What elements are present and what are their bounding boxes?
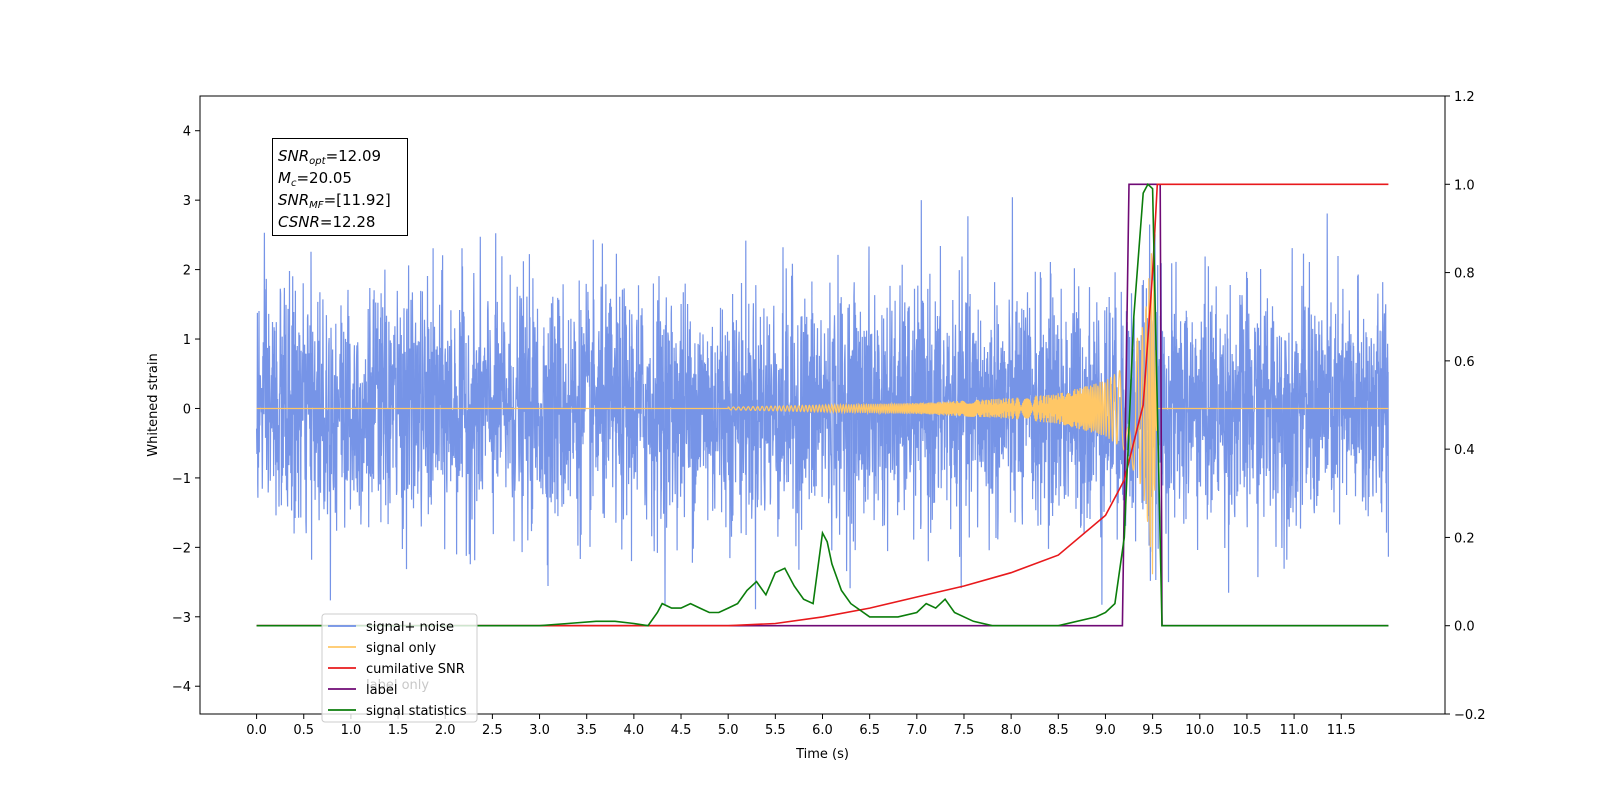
y-tick-label: −3 bbox=[172, 611, 191, 626]
legend-entry-label: cumilative SNR bbox=[366, 662, 465, 677]
legend-entry-label: signal+ noise bbox=[366, 620, 454, 635]
series-curves bbox=[256, 183, 1389, 627]
snr-opt-symbol: SNR bbox=[278, 147, 310, 165]
series-signal-only bbox=[256, 253, 1389, 575]
legend-hidden-entry: label only bbox=[366, 678, 429, 693]
x-tick-label: 9.5 bbox=[1142, 723, 1163, 738]
legend-box bbox=[321, 613, 478, 723]
x-tick-label: 6.5 bbox=[859, 723, 880, 738]
x-tick-label: 8.5 bbox=[1048, 723, 1069, 738]
x-tick-label: 7.5 bbox=[954, 723, 975, 738]
stats-annotation-box: SNRopt=12.09 Mc=20.05 SNRMF=[11.92] CSNR… bbox=[272, 138, 408, 236]
y2-tick-label: −0.2 bbox=[1454, 708, 1486, 723]
x-tick-label: 5.0 bbox=[718, 723, 739, 738]
y2-tick-label: 0.6 bbox=[1454, 355, 1475, 370]
y-tick-label: 1 bbox=[183, 333, 191, 348]
snr-mf-subscript: MF bbox=[309, 200, 324, 211]
legend-entry-label: signal only bbox=[366, 641, 436, 656]
y2-tick-label: 0.4 bbox=[1454, 443, 1475, 458]
csnr-value: =12.28 bbox=[319, 213, 376, 231]
snr-mf-symbol: SNR bbox=[278, 191, 310, 209]
y-axis-right: −0.2 0.0 0.2 0.4 0.6 0.8 1.0 1.2 bbox=[1445, 90, 1486, 723]
csnr-line: CSNR=12.28 bbox=[278, 211, 407, 233]
x-axis-label: Time (s) bbox=[795, 747, 849, 762]
x-tick-label: 4.5 bbox=[671, 723, 692, 738]
x-tick-label: 3.5 bbox=[576, 723, 597, 738]
y2-tick-label: 1.0 bbox=[1454, 178, 1475, 193]
y2-tick-label: 0.0 bbox=[1454, 620, 1475, 635]
y-tick-label: 4 bbox=[183, 125, 191, 140]
y-tick-label: 2 bbox=[183, 264, 191, 279]
mc-value: =20.05 bbox=[296, 169, 352, 187]
x-tick-label: 1.5 bbox=[388, 723, 409, 738]
y2-tick-label: 1.2 bbox=[1454, 90, 1475, 105]
snr-mf-value: =[11.92] bbox=[323, 191, 391, 209]
y2-tick-label: 0.8 bbox=[1454, 267, 1475, 282]
snr-opt-value: =12.09 bbox=[325, 147, 382, 165]
x-tick-label: 1.0 bbox=[341, 723, 362, 738]
snr-opt-subscript: opt bbox=[309, 156, 326, 167]
snr-opt-line: SNRopt=12.09 bbox=[278, 145, 407, 167]
x-tick-label: 10.5 bbox=[1232, 723, 1261, 738]
legend: label only signal+ noise signal only cumila… bbox=[321, 613, 478, 723]
x-tick-label: 10.0 bbox=[1185, 723, 1214, 738]
x-tick-label: 11.0 bbox=[1280, 723, 1309, 738]
x-tick-label: 9.0 bbox=[1095, 723, 1116, 738]
noise-line bbox=[256, 197, 1389, 610]
x-tick-label: 0.5 bbox=[293, 723, 314, 738]
series-signal-noise bbox=[256, 197, 1389, 610]
mc-line: Mc=20.05 bbox=[278, 167, 407, 189]
legend-entry-label: label bbox=[366, 683, 397, 698]
csnr-symbol: CSNR bbox=[278, 213, 320, 231]
series-line-signal-statistics bbox=[256, 183, 1389, 627]
x-tick-label: 0.0 bbox=[246, 723, 267, 738]
y-axis-label: Whitened strain bbox=[146, 353, 161, 456]
mc-symbol: M bbox=[278, 169, 291, 187]
y2-tick-label: 0.2 bbox=[1454, 531, 1475, 546]
x-tick-label: 2.0 bbox=[435, 723, 456, 738]
x-tick-label: 7.0 bbox=[906, 723, 927, 738]
y-tick-label: −1 bbox=[172, 472, 191, 487]
mc-subscript: c bbox=[290, 178, 297, 189]
y-tick-label: 0 bbox=[183, 402, 191, 417]
x-tick-label: 3.0 bbox=[529, 723, 550, 738]
y-tick-label: −4 bbox=[172, 680, 191, 695]
legend-entry-label: signal statistics bbox=[366, 704, 467, 719]
x-tick-label: 4.0 bbox=[624, 723, 645, 738]
x-tick-label: 5.5 bbox=[765, 723, 786, 738]
x-tick-label: 8.0 bbox=[1001, 723, 1022, 738]
snr-mf-line: SNRMF=[11.92] bbox=[278, 189, 407, 211]
signal-only-line bbox=[256, 253, 1389, 575]
x-tick-label: 11.5 bbox=[1327, 723, 1356, 738]
x-tick-label: 6.0 bbox=[812, 723, 833, 738]
y-axis-left: −4 −3 −2 −1 0 1 2 3 4 bbox=[172, 125, 200, 695]
y-tick-label: 3 bbox=[183, 194, 191, 209]
x-axis: 0.0 0.5 1.0 1.5 2.0 2.5 3.0 3.5 4.0 4.5 5.0 5.5 6.0 6… bbox=[246, 714, 1356, 738]
x-tick-label: 2.5 bbox=[482, 723, 503, 738]
y-tick-label: −2 bbox=[172, 541, 191, 556]
